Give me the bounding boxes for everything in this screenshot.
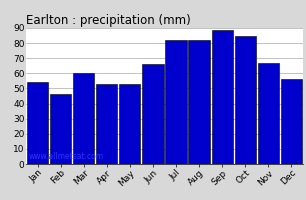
Bar — [235, 36, 256, 164]
Text: www.allmetsat.com: www.allmetsat.com — [29, 152, 104, 161]
Bar — [258, 63, 279, 164]
Bar — [211, 30, 233, 164]
Bar — [281, 79, 302, 164]
Bar — [73, 73, 94, 164]
Bar — [142, 64, 163, 164]
Bar — [119, 84, 140, 164]
Text: Earlton : precipitation (mm): Earlton : precipitation (mm) — [26, 14, 191, 27]
Bar — [166, 40, 187, 164]
Bar — [188, 40, 210, 164]
Bar — [50, 94, 71, 164]
Bar — [96, 84, 118, 164]
Bar — [27, 82, 48, 164]
